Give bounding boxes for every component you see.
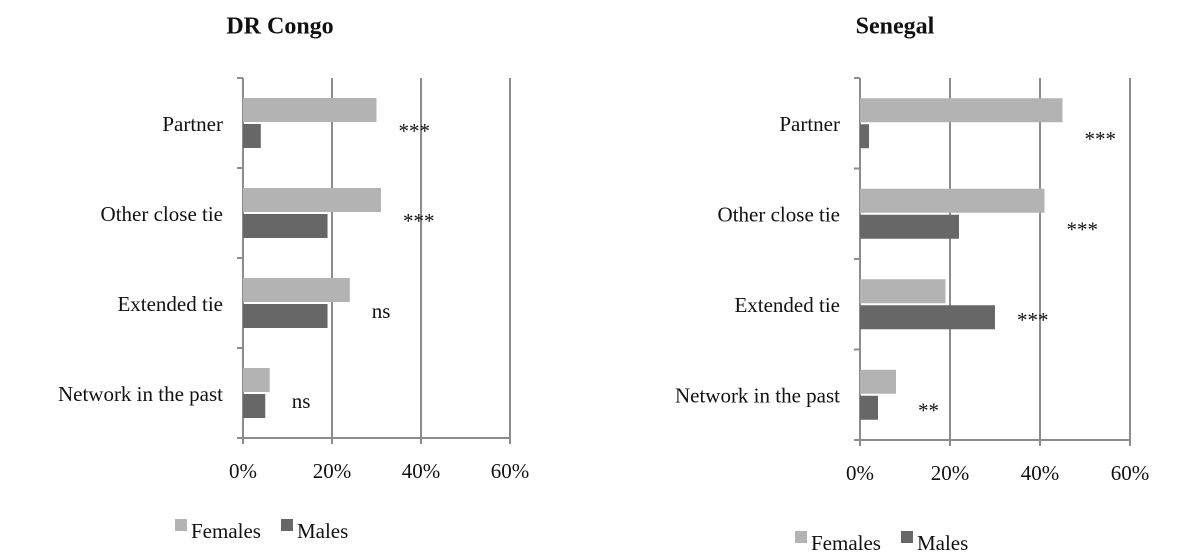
bar bbox=[243, 304, 328, 328]
category-label: Network in the past bbox=[58, 382, 223, 406]
x-tick-label: 40% bbox=[1021, 461, 1060, 485]
x-tick-label: 0% bbox=[846, 461, 874, 485]
legend-swatch bbox=[175, 519, 187, 531]
category-label: Partner bbox=[779, 112, 840, 136]
significance-label: *** bbox=[399, 119, 431, 143]
x-tick-label: 60% bbox=[1111, 461, 1150, 485]
bar bbox=[243, 124, 261, 148]
legend-swatch bbox=[795, 531, 807, 543]
chart-title: Senegal bbox=[856, 14, 935, 40]
x-tick-label: 0% bbox=[229, 459, 257, 483]
significance-label: ** bbox=[918, 399, 939, 423]
bar bbox=[860, 279, 946, 304]
bar bbox=[243, 394, 266, 418]
bar bbox=[860, 369, 896, 394]
legend-label: Females bbox=[191, 519, 261, 543]
chart-title: DR Congo bbox=[226, 14, 333, 40]
category-label: Other close tie bbox=[101, 202, 223, 226]
significance-label: *** bbox=[1017, 308, 1049, 332]
legend-swatch bbox=[900, 531, 913, 543]
legend-label: Males bbox=[297, 519, 348, 543]
bar bbox=[243, 98, 377, 122]
x-tick-label: 20% bbox=[931, 461, 970, 485]
category-label: Other close tie bbox=[718, 203, 840, 227]
bar bbox=[860, 124, 869, 149]
category-label: Partner bbox=[162, 112, 223, 136]
legend-label: Females bbox=[811, 531, 881, 555]
significance-label: *** bbox=[1067, 218, 1099, 242]
bar bbox=[243, 278, 350, 302]
bar bbox=[860, 98, 1063, 123]
bar bbox=[860, 214, 959, 239]
bar bbox=[243, 214, 328, 238]
bar bbox=[860, 188, 1045, 213]
legend-label: Males bbox=[917, 531, 968, 555]
category-label: Extended tie bbox=[117, 292, 223, 316]
legend-swatch bbox=[280, 519, 293, 531]
x-tick-label: 20% bbox=[313, 459, 352, 483]
significance-label: *** bbox=[1085, 127, 1117, 151]
category-label: Network in the past bbox=[675, 384, 840, 408]
bar bbox=[860, 395, 878, 420]
bar bbox=[860, 305, 995, 330]
bar bbox=[243, 368, 270, 392]
significance-label: ns bbox=[372, 299, 391, 323]
bar bbox=[243, 188, 381, 212]
x-tick-label: 60% bbox=[491, 459, 530, 483]
category-label: Extended tie bbox=[734, 293, 840, 317]
x-tick-label: 40% bbox=[402, 459, 441, 483]
significance-label: ns bbox=[292, 389, 311, 413]
significance-label: *** bbox=[403, 209, 435, 233]
